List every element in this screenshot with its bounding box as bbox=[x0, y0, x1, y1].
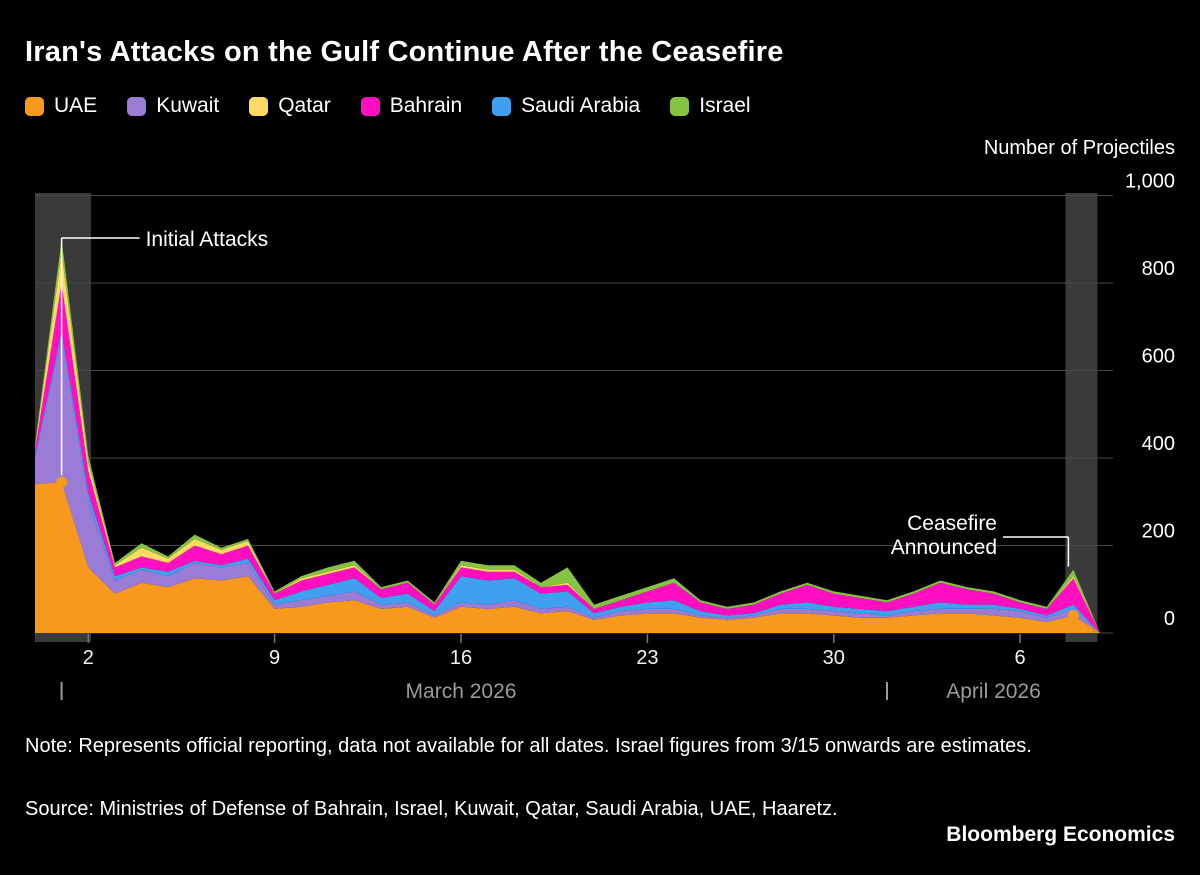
area-bahrain bbox=[35, 283, 1100, 633]
marker-dot-uae bbox=[1067, 610, 1079, 621]
month-label: March 2026 bbox=[406, 680, 517, 703]
legend-swatch-icon bbox=[127, 96, 147, 116]
x-tick-label: 2 bbox=[83, 647, 94, 669]
stacked-area-chart: 0 200 400 600 800 1,000 2 9 16 23 30 6 March 2026 Apr… bbox=[35, 171, 1175, 703]
legend-label: UAE bbox=[54, 94, 98, 117]
legend-label: Qatar bbox=[278, 94, 331, 117]
legend-item-qatar: Qatar bbox=[249, 94, 331, 118]
legend-item-israel: Israel bbox=[670, 94, 751, 118]
y-tick-label: 0 bbox=[1164, 608, 1175, 630]
legend-item-kuwait: Kuwait bbox=[127, 94, 219, 118]
x-tick-label: 30 bbox=[823, 647, 845, 669]
legend-swatch-icon bbox=[25, 96, 44, 116]
legend-item-uae: UAE bbox=[25, 94, 97, 118]
ceasefire-label-line2: Announced bbox=[891, 536, 997, 559]
marker-dot-uae bbox=[56, 476, 68, 488]
x-tick-label: 9 bbox=[269, 647, 280, 669]
y-tick-label: 400 bbox=[1142, 433, 1175, 455]
note-text: Note: Represents official reporting, dat… bbox=[25, 735, 1032, 757]
legend-label: Bahrain bbox=[389, 94, 463, 117]
initial-attacks-label: Initial Attacks bbox=[146, 228, 269, 251]
y-tick-label: 600 bbox=[1142, 346, 1175, 368]
legend-swatch-icon bbox=[249, 96, 269, 116]
y-tick-label: 1,000 bbox=[1125, 171, 1175, 193]
legend-swatch-icon bbox=[360, 96, 380, 116]
legend-swatch-icon bbox=[670, 96, 690, 116]
legend-label: Kuwait bbox=[156, 94, 220, 117]
x-tick-label: 23 bbox=[636, 647, 658, 669]
area-uae bbox=[35, 482, 1100, 633]
legend: UAE Kuwait Qatar Bahrain Saudi Arabia Israel bbox=[25, 94, 751, 118]
brand-text: Bloomberg Economics bbox=[946, 823, 1175, 846]
chart-title: Iran's Attacks on the Gulf Continue Afte… bbox=[25, 36, 784, 68]
month-label: April 2026 bbox=[946, 680, 1041, 703]
y-tick-label: 800 bbox=[1142, 258, 1175, 280]
x-tick-label: 16 bbox=[450, 647, 472, 669]
y-axis-title: Number of Projectiles bbox=[983, 137, 1175, 159]
ceasefire-label-line1: Ceasefire bbox=[907, 512, 997, 535]
legend-swatch-icon bbox=[492, 96, 512, 116]
legend-item-bahrain: Bahrain bbox=[360, 94, 463, 118]
highlight-band-2 bbox=[1065, 193, 1098, 642]
y-tick-label: 200 bbox=[1142, 521, 1175, 543]
legend-label: Israel bbox=[699, 94, 751, 117]
x-tick-label: 6 bbox=[1015, 647, 1026, 669]
legend-item-saudi-arabia: Saudi Arabia bbox=[492, 94, 640, 118]
source-text: Source: Ministries of Defense of Bahrain… bbox=[25, 798, 838, 820]
legend-label: Saudi Arabia bbox=[521, 94, 641, 117]
